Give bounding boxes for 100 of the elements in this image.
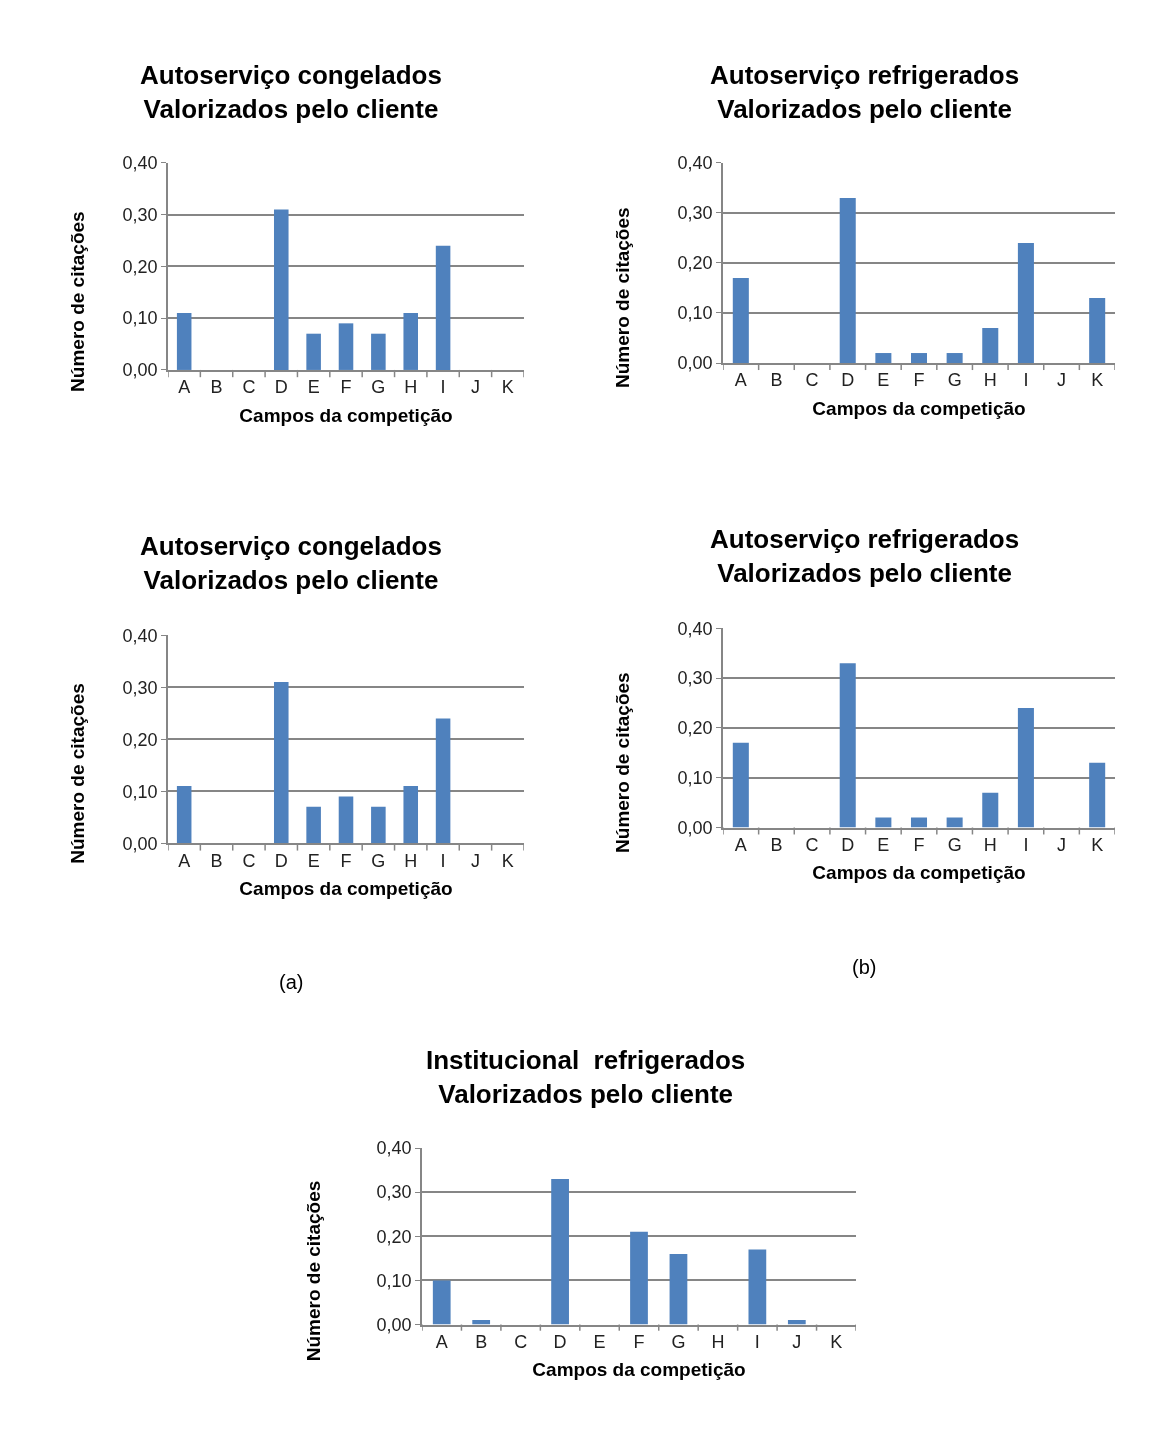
- x-tick-label: D: [841, 370, 855, 391]
- y-tick-label: 0,40: [376, 1138, 412, 1159]
- bar: [1017, 707, 1034, 828]
- y-axis-title: Número de citações: [612, 207, 634, 388]
- bar: [787, 1320, 806, 1325]
- y-tick-label: 0,10: [376, 1270, 412, 1291]
- bar: [403, 786, 419, 844]
- bar: [432, 1280, 451, 1325]
- bar: [946, 353, 963, 364]
- text: (b): [852, 956, 877, 978]
- y-tick-label: 0,30: [376, 1182, 412, 1203]
- x-axis-title: Campos da competição: [239, 404, 453, 426]
- y-tick-label: 0,30: [122, 677, 158, 698]
- x-tick-label: E: [593, 1331, 606, 1352]
- x-tick-label: F: [913, 834, 925, 855]
- x-tick-label: B: [770, 370, 783, 391]
- x-tick-label: C: [514, 1331, 528, 1352]
- x-tick-label: H: [983, 370, 997, 391]
- x-tick-label: J: [1057, 370, 1067, 391]
- bar: [982, 328, 999, 364]
- x-tick-label: H: [404, 850, 418, 871]
- bar: [273, 209, 289, 370]
- x-tick-label: E: [307, 377, 320, 398]
- x-tick-label: K: [501, 850, 514, 871]
- bar: [910, 353, 928, 364]
- bar: [748, 1249, 767, 1325]
- bar: [472, 1320, 491, 1325]
- x-tick-label: D: [274, 377, 288, 398]
- bar: [306, 806, 321, 844]
- x-axis-title: Campos da competição: [812, 397, 1026, 419]
- chart-title: Autoserviço congelados Valorizados pelo cliente: [140, 60, 442, 124]
- y-tick-label: 0,20: [376, 1226, 412, 1247]
- y-tick-label: 0,40: [122, 153, 158, 174]
- x-tick-label: G: [371, 377, 386, 398]
- x-tick-label: J: [792, 1331, 802, 1352]
- x-tick-label: I: [754, 1331, 760, 1352]
- x-tick-label: J: [1057, 834, 1067, 855]
- bar: [732, 277, 749, 364]
- text: (a): [279, 971, 304, 993]
- x-tick-label: A: [734, 834, 747, 855]
- y-tick-label: 0,30: [677, 668, 713, 689]
- x-tick-label: A: [178, 377, 191, 398]
- bar: [732, 742, 749, 828]
- x-tick-label: B: [210, 377, 223, 398]
- bar: [306, 333, 321, 370]
- x-tick-label: A: [435, 1331, 448, 1352]
- bar: [273, 682, 289, 844]
- y-tick-label: 0,00: [376, 1314, 412, 1335]
- bar: [371, 333, 386, 370]
- x-tick-label: G: [947, 370, 962, 391]
- bar: [839, 663, 856, 828]
- y-tick-label: 0,20: [122, 256, 158, 277]
- x-tick-label: C: [242, 850, 256, 871]
- bar: [371, 806, 386, 844]
- bar: [1017, 242, 1034, 364]
- x-tick-label: B: [770, 834, 783, 855]
- x-tick-label: A: [178, 850, 191, 871]
- x-tick-label: F: [340, 850, 352, 871]
- y-tick-label: 0,00: [677, 353, 713, 374]
- y-axis-title: Número de citações: [67, 211, 89, 392]
- y-tick-label: 0,20: [677, 253, 713, 274]
- x-tick-label: E: [877, 370, 890, 391]
- bar: [982, 792, 999, 828]
- x-tick-label: C: [805, 370, 819, 391]
- x-axis-title: Campos da competição: [239, 877, 453, 899]
- x-axis-title: Campos da competição: [532, 1359, 746, 1381]
- y-tick-label: 0,00: [677, 817, 713, 838]
- y-axis-title: Número de citações: [612, 672, 634, 853]
- y-tick-label: 0,10: [677, 303, 713, 324]
- y-tick-label: 0,40: [122, 625, 158, 646]
- x-tick-label: J: [470, 377, 480, 398]
- bar: [875, 817, 892, 828]
- y-tick-label: 0,10: [122, 308, 158, 329]
- bar: [403, 312, 419, 370]
- bar: [910, 817, 928, 828]
- x-tick-label: D: [553, 1331, 567, 1352]
- y-tick-label: 0,40: [677, 153, 713, 174]
- bar: [1089, 297, 1106, 364]
- chart-title: Autoserviço refrigerados Valorizados pelo cliente: [710, 524, 1020, 588]
- x-tick-label: G: [371, 850, 386, 871]
- y-tick-label: 0,20: [122, 729, 158, 750]
- x-tick-label: D: [274, 850, 288, 871]
- x-tick-label: G: [671, 1331, 686, 1352]
- bar: [338, 323, 354, 370]
- y-tick-label: 0,10: [677, 768, 713, 789]
- x-tick-label: I: [440, 850, 446, 871]
- x-tick-label: F: [340, 377, 352, 398]
- x-tick-label: I: [1023, 834, 1029, 855]
- x-tick-label: K: [501, 377, 514, 398]
- x-tick-label: J: [470, 850, 480, 871]
- x-tick-label: C: [805, 834, 819, 855]
- y-tick-label: 0,20: [677, 718, 713, 739]
- bar: [839, 197, 856, 364]
- x-axis-title: Campos da competição: [812, 862, 1026, 884]
- bar: [551, 1178, 569, 1325]
- x-tick-label: K: [1091, 370, 1104, 391]
- y-tick-label: 0,30: [677, 203, 713, 224]
- x-tick-label: F: [633, 1331, 645, 1352]
- bar: [875, 353, 892, 364]
- x-tick-label: H: [404, 377, 418, 398]
